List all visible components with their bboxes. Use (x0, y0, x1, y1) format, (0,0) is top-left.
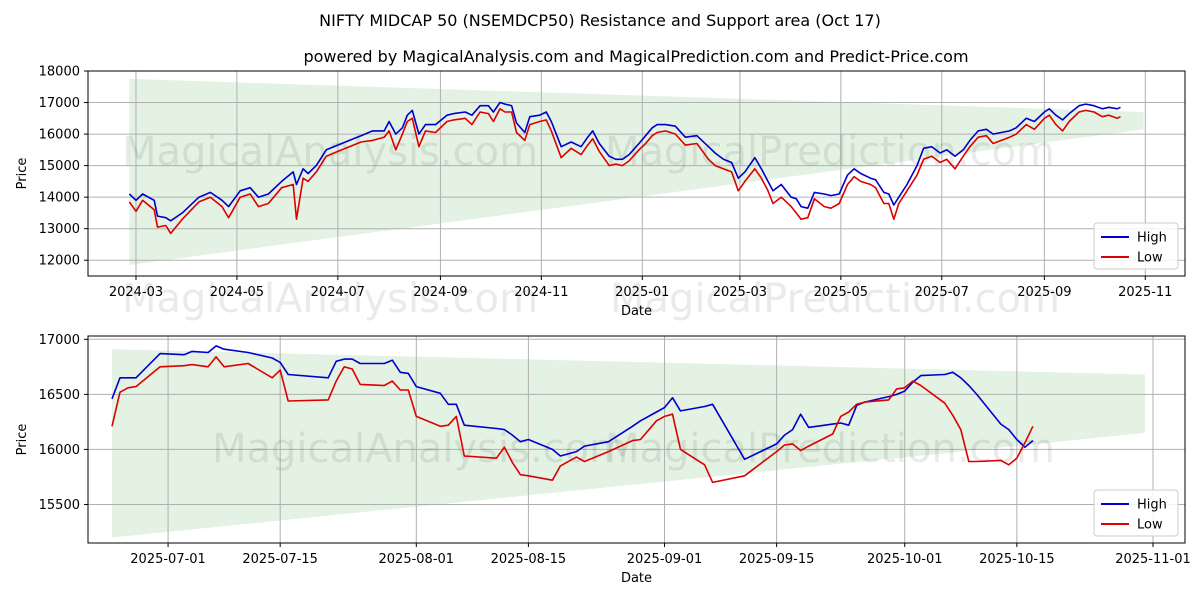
y-tick-label: 17000 (39, 96, 80, 111)
x-tick-label: 2024-07 (311, 285, 365, 300)
y-tick-label: 13000 (39, 222, 80, 237)
x-tick-label: 2025-11-01 (1115, 552, 1191, 567)
series-line-low (128, 108, 1121, 235)
series-line-high (128, 101, 1121, 222)
x-tick-label: 2025-09 (1017, 285, 1071, 300)
y-tick-label: 12000 (39, 254, 80, 269)
bottom-panel: 2025-07-01 2025-07-15 2025-08-01 2025-08-15… (15, 333, 1191, 586)
y-axis-label: Price (15, 424, 30, 456)
legend-label-high: High (1137, 231, 1167, 246)
y-axis-label: Price (15, 158, 30, 190)
x-tick-label: 2025-01 (615, 285, 669, 300)
x-tick-label: 2025-10-01 (867, 552, 943, 567)
chart-title: NIFTY MIDCAP 50 (NSEMDCP50) Resistance a… (319, 11, 881, 30)
y-tick-label: 16500 (39, 388, 80, 403)
series-line-high (111, 345, 1034, 461)
x-tick-label: 2025-07-15 (242, 552, 318, 567)
plot-frame (87, 335, 1186, 544)
y-tick-label: 15000 (39, 159, 80, 174)
x-tick-label: 2025-08-01 (379, 552, 455, 567)
watermark-text: MagicalAnalysis.com (122, 276, 538, 322)
top-panel: 2024-03 2024-05 2024-07 2024-09 2024-11 2025-… (15, 65, 1186, 322)
resistance-support-band (129, 78, 1144, 265)
x-axis-label: Date (621, 571, 652, 586)
x-tick-label: 2025-07-01 (130, 552, 206, 567)
x-tick-label: 2025-05 (814, 285, 868, 300)
watermark-text: MagicalAnalysis.com (212, 426, 628, 472)
x-tick-label: 2025-10-15 (979, 552, 1055, 567)
plot-frame (87, 70, 1186, 277)
watermark-text: MagicalPrediction.com (605, 426, 1055, 472)
x-tick-label: 2024-11 (514, 285, 568, 300)
legend-label-low: Low (1137, 518, 1163, 533)
watermark-text: MagicalPrediction.com (610, 276, 1060, 322)
y-tick-label: 15500 (39, 498, 80, 513)
x-tick-label: 2025-11 (1118, 285, 1172, 300)
chart-subtitle: powered by MagicalAnalysis.com and Magic… (303, 47, 968, 66)
y-tick-label: 14000 (39, 191, 80, 206)
x-tick-label: 2024-05 (210, 285, 264, 300)
y-tick-label: 18000 (39, 65, 80, 80)
series-line-low (111, 356, 1034, 484)
y-tick-label: 17000 (39, 333, 80, 348)
y-tick-label: 16000 (39, 443, 80, 458)
x-tick-label: 2025-09-01 (627, 552, 703, 567)
x-axis-label: Date (621, 304, 652, 319)
x-tick-label: 2024-03 (109, 285, 163, 300)
legend-label-high: High (1137, 498, 1167, 513)
legend-label-low: Low (1137, 251, 1163, 266)
x-tick-label: 2025-08-15 (491, 552, 567, 567)
y-tick-label: 16000 (39, 128, 80, 143)
x-tick-label: 2025-07 (915, 285, 969, 300)
watermark-text: MagicalAnalysis.com (122, 129, 538, 175)
x-tick-label: 2024-09 (413, 285, 467, 300)
x-tick-label: 2025-03 (713, 285, 767, 300)
x-tick-label: 2025-09-15 (739, 552, 815, 567)
